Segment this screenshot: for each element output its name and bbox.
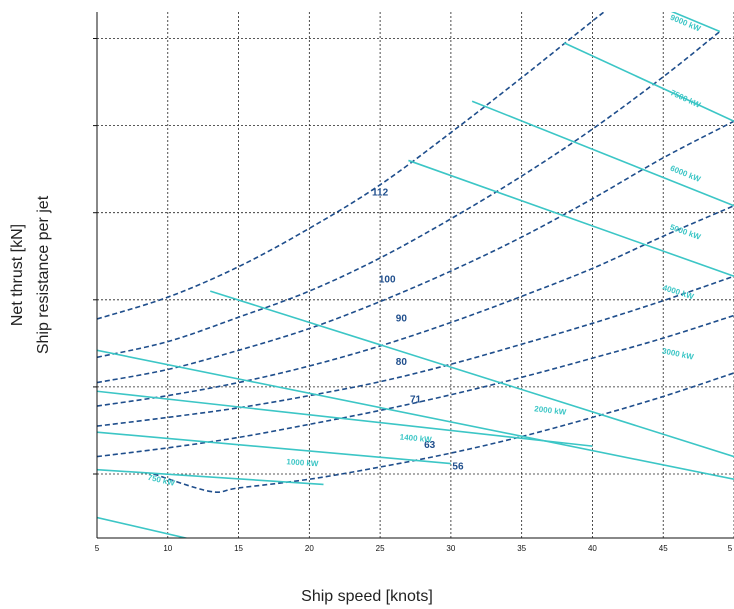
- jet-size-label: 112: [372, 187, 389, 198]
- x-tick-label: 45: [659, 544, 668, 553]
- power-label: 1000 kW: [286, 457, 319, 468]
- jet-curve-63: [97, 314, 734, 458]
- y-axis-label-1: Net thrust [kN]: [9, 224, 26, 326]
- jet-curve-56: [153, 372, 734, 493]
- power-curve-4000-kW: [210, 290, 734, 458]
- power-curve-6000-kW: [471, 100, 734, 207]
- power-curves: [97, 12, 734, 538]
- jet-size-label: 63: [424, 440, 436, 451]
- x-axis-label: Ship speed [knots]: [301, 588, 433, 605]
- x-tick-label: 10: [163, 544, 172, 553]
- power-curve-3000-kW: [97, 349, 734, 481]
- power-curve-5000-kW: [408, 159, 734, 278]
- power-curve-750-kW: [97, 516, 190, 538]
- jet-curve-90: [97, 120, 734, 384]
- jet-curve-71: [97, 275, 734, 427]
- x-tick-label: 15: [234, 544, 243, 553]
- x-tick-label: 30: [446, 544, 455, 553]
- power-label: 7500 kW: [669, 88, 702, 110]
- jet-curve-112: [97, 12, 606, 320]
- x-tick-label: 5: [728, 544, 733, 553]
- power-label: 9000 kW: [669, 13, 702, 34]
- jet-size-label: 90: [396, 314, 408, 325]
- y-axis-label-2: Ship resistance per jet: [35, 195, 52, 354]
- power-curve-1000-kW: [97, 468, 324, 486]
- jet-size-curves: [97, 12, 734, 493]
- power-curve-1400-kW: [97, 431, 451, 465]
- power-label: 4000 kW: [662, 283, 696, 301]
- grid: [93, 12, 734, 538]
- jet-size-label: 100: [379, 274, 396, 285]
- power-label: 5000 kW: [669, 223, 703, 242]
- x-tick-label: 40: [588, 544, 597, 553]
- x-tick-labels: 5 10 15 20 25 30 35 40 45 5: [95, 544, 733, 553]
- power-label: 1400 kW: [399, 433, 432, 445]
- power-curve-7500-kW: [563, 42, 734, 122]
- power-label: 3000 kW: [661, 346, 695, 361]
- x-tick-label: 20: [305, 544, 314, 553]
- jet-curve-100: [97, 30, 721, 359]
- power-label: 2000 kW: [534, 404, 567, 417]
- x-tick-label: 35: [517, 544, 526, 553]
- power-curve-9000-kW: [670, 12, 721, 33]
- x-tick-label: 25: [376, 544, 385, 553]
- x-tick-label: 5: [95, 544, 100, 553]
- jet-size-label: 80: [396, 357, 408, 368]
- jet-curve-80: [97, 204, 734, 407]
- jet-size-label: 56: [452, 462, 464, 473]
- power-curve-2000-kW: [97, 390, 593, 447]
- jet-size-label: 71: [410, 395, 422, 406]
